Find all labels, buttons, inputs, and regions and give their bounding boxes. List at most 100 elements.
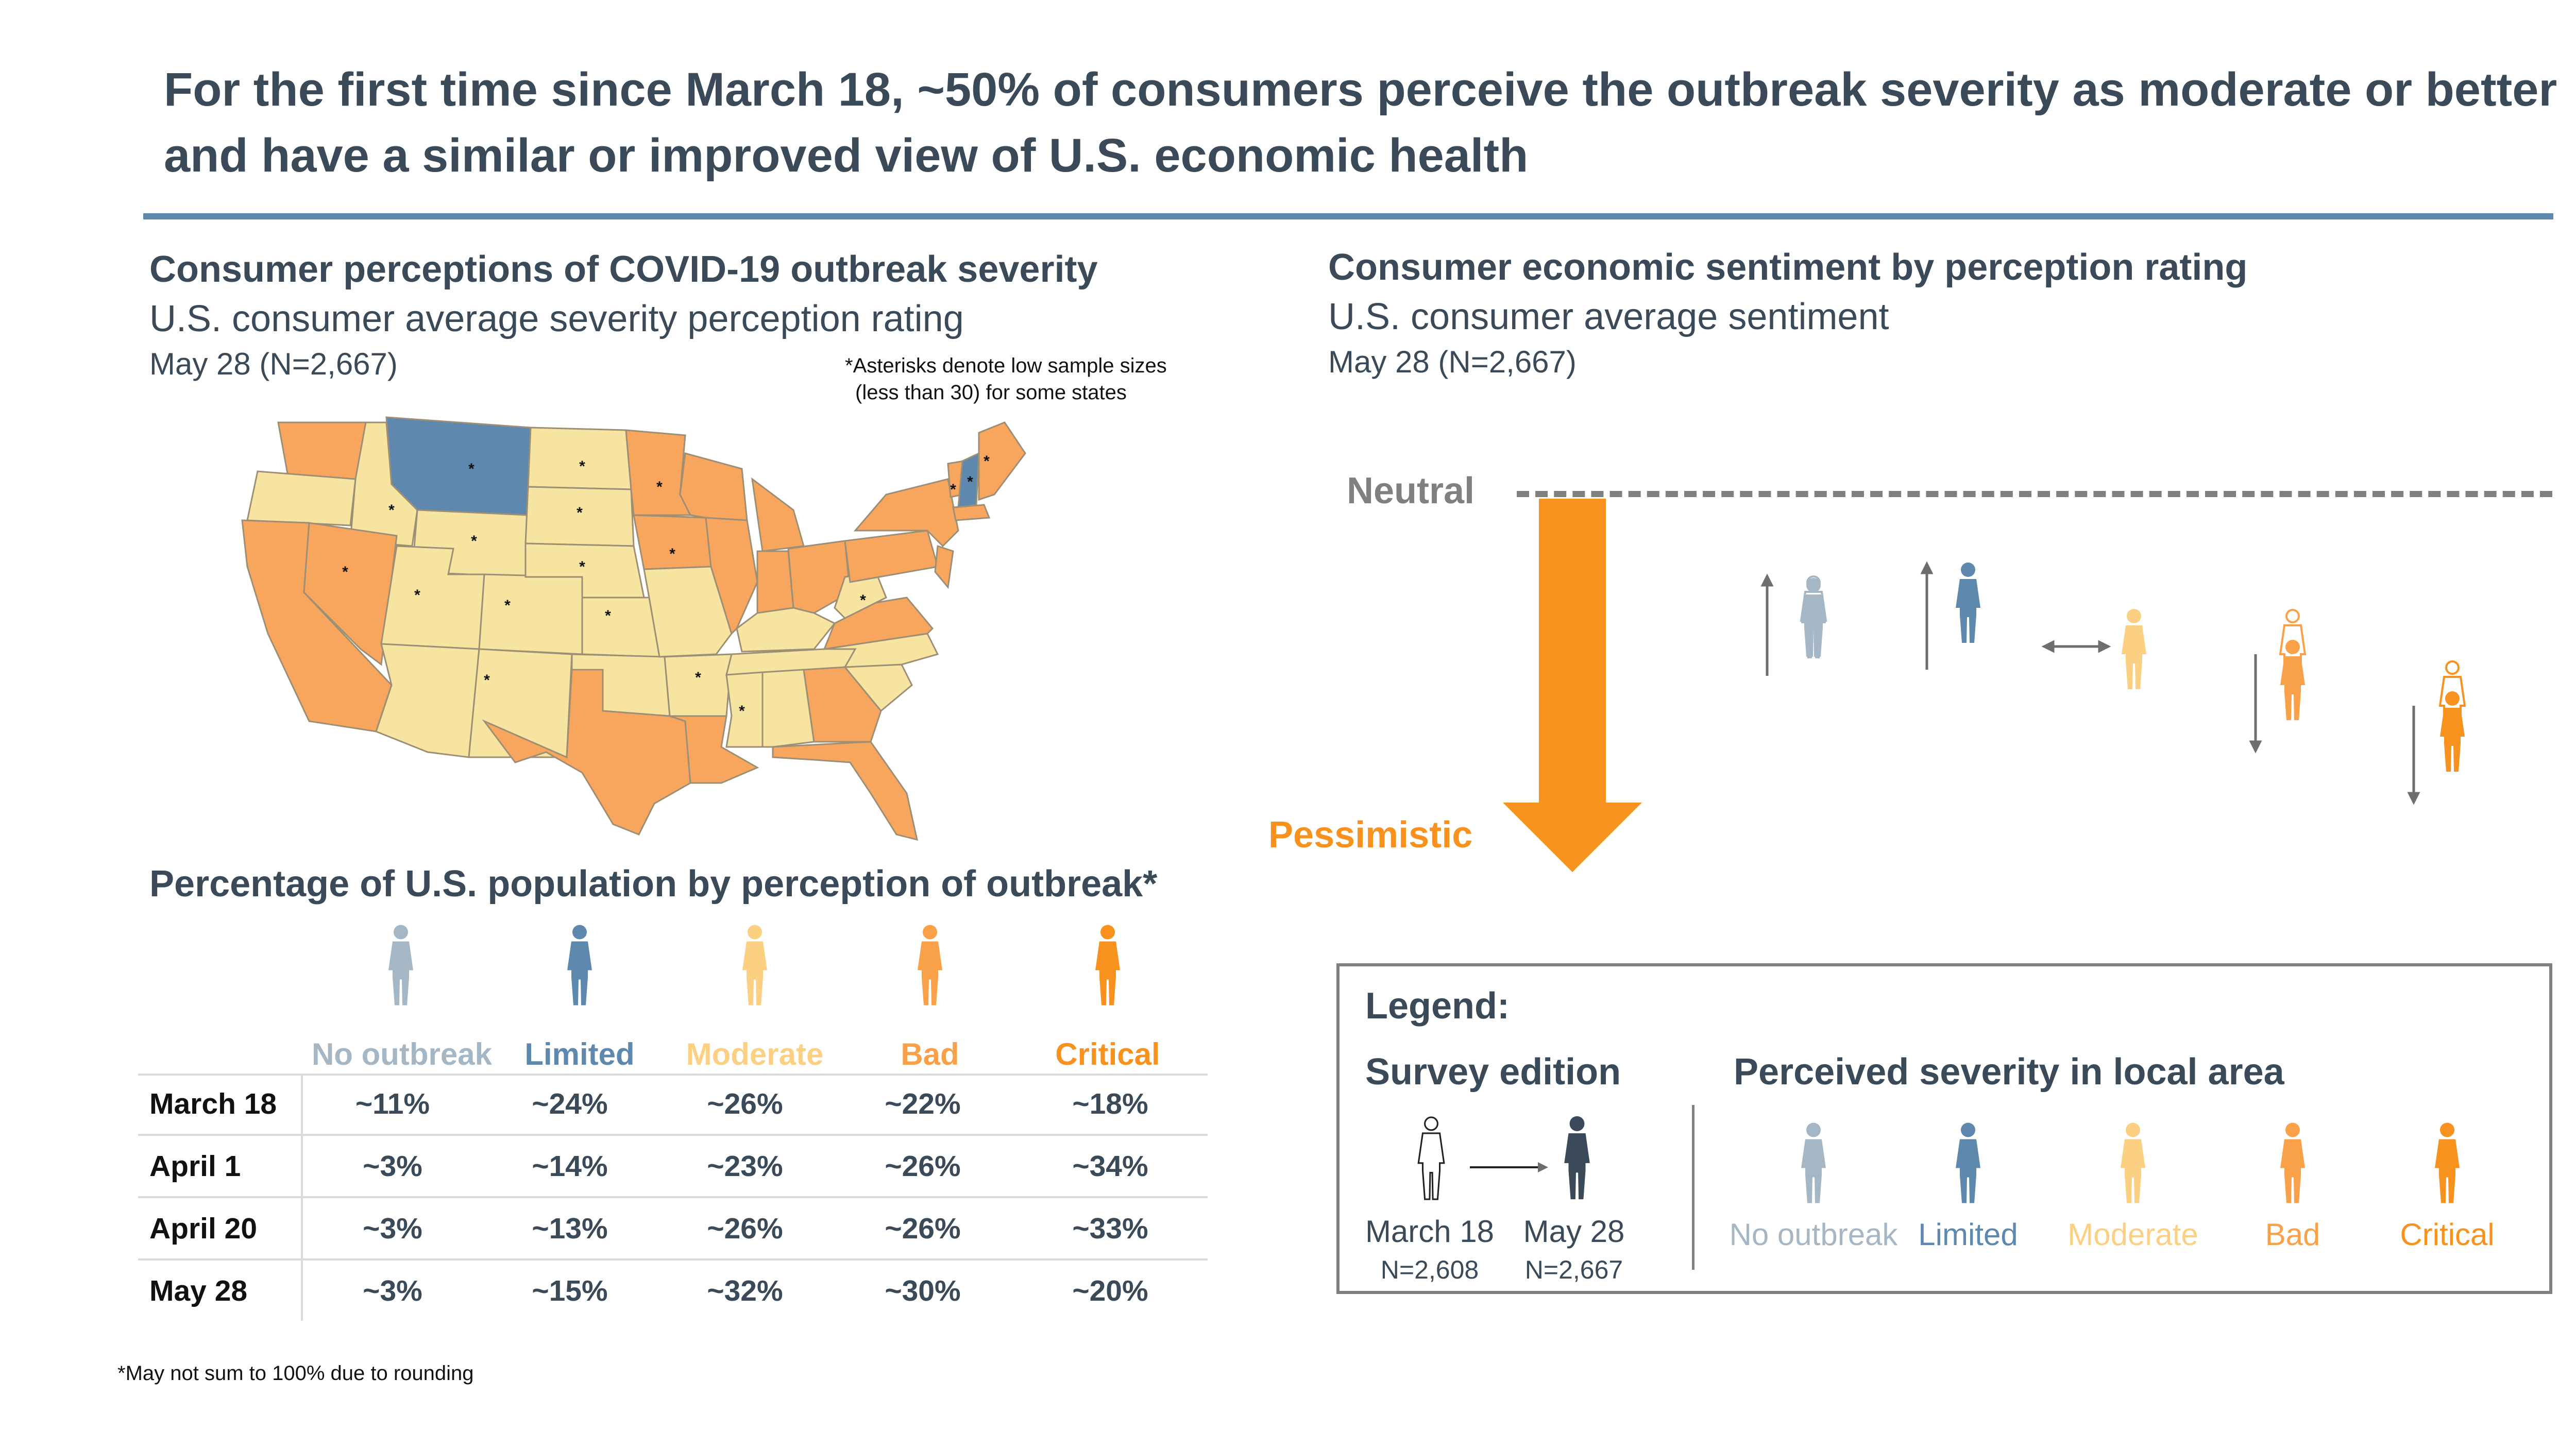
legend-box — [1336, 963, 2552, 1294]
moderate-person-icon — [2122, 609, 2146, 689]
asterisk-note-line1: *Asterisks denote low sample sizes — [845, 354, 1167, 377]
state-montana — [385, 416, 532, 516]
col-moderate: Moderate — [686, 1037, 824, 1071]
moderate-person-icon — [739, 920, 770, 1010]
map-date: May 28 (N=2,667) — [149, 347, 398, 381]
state-new-jersey — [934, 544, 954, 589]
state-oregon — [246, 470, 357, 526]
map-subheading: U.S. consumer average severity perceptio… — [149, 298, 964, 339]
neutral-label: Neutral — [1347, 470, 1475, 512]
cell: ~3% — [302, 1197, 482, 1261]
cell: ~13% — [482, 1197, 657, 1261]
row-label: April 20 — [138, 1197, 303, 1261]
state-alabama — [761, 669, 815, 748]
state-florida — [772, 741, 918, 841]
legend-no-outbreak-label: No outbreak — [1729, 1217, 1898, 1252]
state-nevada — [303, 522, 398, 666]
state-massachusetts — [952, 504, 991, 521]
asterisk-montana: * — [468, 461, 474, 478]
pessimistic-arrow — [1503, 499, 1642, 872]
asterisk-wyoming: * — [471, 533, 477, 550]
asterisk-utah: * — [414, 587, 420, 604]
no-outbreak-person-icon — [385, 920, 416, 1010]
cell: ~14% — [482, 1135, 657, 1198]
state-new-york — [853, 478, 959, 548]
asterisk-north-dakota: * — [579, 458, 585, 475]
asterisk-west-virginia: * — [860, 592, 866, 609]
bad-person-icon — [914, 920, 945, 1010]
sentiment-figures — [1760, 561, 2466, 805]
cell: ~33% — [1013, 1197, 1208, 1261]
asterisk-nevada: * — [342, 564, 348, 581]
asterisk-arkansas: * — [695, 669, 701, 686]
table-row: April 20 ~3% ~13% ~26% ~26% ~33% — [138, 1197, 1208, 1261]
us-severity-map: * * * * * * * * * * * * * * * * * * * — [241, 416, 1026, 841]
neutral-line — [1517, 491, 2552, 497]
state-maine — [978, 421, 1026, 501]
state-mississippi — [725, 671, 764, 748]
state-kentucky — [736, 607, 836, 653]
legend-title: Legend: — [1365, 985, 1510, 1027]
legend-bad-icon — [2277, 1118, 2308, 1208]
cell: ~26% — [657, 1074, 833, 1136]
pessimistic-label: Pessimistic — [1268, 814, 1473, 856]
limited-person-icon — [1956, 563, 1980, 643]
table-row: April 1 ~3% ~14% ~23% ~26% ~34% — [138, 1135, 1208, 1198]
asterisk-idaho: * — [388, 502, 395, 519]
cell: ~32% — [707, 1274, 783, 1307]
map-heading: Consumer perceptions of COVID-19 outbrea… — [149, 249, 1098, 290]
sentiment-date: May 28 (N=2,667) — [1328, 345, 1577, 379]
state-colorado — [478, 573, 583, 655]
asterisk-nebraska: * — [579, 558, 585, 575]
legend-severity-heading: Perceived severity in local area — [1734, 1051, 2284, 1093]
state-minnesota — [625, 429, 692, 516]
page-title: For the first time since March 18, ~50% … — [164, 63, 2557, 182]
asterisk-new-mexico: * — [484, 672, 490, 689]
may-filled-person-icon — [1564, 1116, 1590, 1200]
asterisk-minnesota: * — [656, 479, 663, 496]
title-divider — [143, 213, 2553, 219]
sentiment-subheading: U.S. consumer average sentiment — [1328, 296, 1889, 337]
cell: ~3% — [302, 1135, 482, 1198]
legend-bad-label: Bad — [2265, 1217, 2320, 1252]
legend-critical-icon — [2432, 1118, 2463, 1208]
state-kansas — [581, 597, 660, 658]
cell: ~30% — [885, 1274, 961, 1307]
row-label: March 18 — [138, 1074, 303, 1136]
legend-edition-to: May 28 — [1523, 1214, 1625, 1249]
asterisk-note-line2: (less than 30) for some states — [855, 381, 1127, 404]
state-georgia — [803, 666, 882, 743]
asterisk-mississippi: * — [739, 703, 745, 720]
legend-edition-from-n: N=2,608 — [1380, 1255, 1479, 1284]
cell: ~11% — [302, 1074, 482, 1136]
asterisk-iowa: * — [669, 546, 675, 563]
col-bad: Bad — [901, 1037, 959, 1071]
legend-survey-heading: Survey edition — [1365, 1051, 1621, 1093]
table-top-border — [138, 1074, 1208, 1076]
legend-moderate-label: Moderate — [2067, 1217, 2198, 1252]
cell: ~3% — [363, 1274, 422, 1307]
sentiment-heading: Consumer economic sentiment by perceptio… — [1328, 247, 2248, 288]
state-texas — [482, 669, 691, 836]
cell: ~18% — [1013, 1074, 1208, 1136]
cell: ~15% — [532, 1274, 608, 1307]
critical-person-icon — [1092, 920, 1123, 1010]
legend-critical-label: Critical — [2400, 1217, 2495, 1252]
state-ohio — [787, 540, 851, 614]
col-limited: Limited — [524, 1037, 635, 1071]
legend-divider — [1692, 1105, 1694, 1270]
table-heading: Percentage of U.S. population by percept… — [149, 863, 1158, 905]
cell: ~22% — [833, 1074, 1013, 1136]
table-row: March 18 ~11% ~24% ~26% ~22% ~18% — [138, 1074, 1208, 1136]
table-row: May 28 ~3% ~15% ~32% ~30% ~20% — [138, 1259, 1208, 1321]
march-outline-person-icon — [1417, 1116, 1445, 1200]
state-louisiana — [669, 715, 759, 784]
cell: ~34% — [1013, 1135, 1208, 1198]
cell: ~20% — [1072, 1274, 1148, 1307]
col-no-outbreak: No outbreak — [311, 1037, 493, 1071]
legend-moderate-icon — [2117, 1118, 2148, 1208]
state-washington — [277, 421, 367, 480]
cell: ~26% — [833, 1197, 1013, 1261]
asterisk-south-dakota: * — [577, 504, 583, 521]
asterisk-vermont: * — [950, 481, 956, 498]
